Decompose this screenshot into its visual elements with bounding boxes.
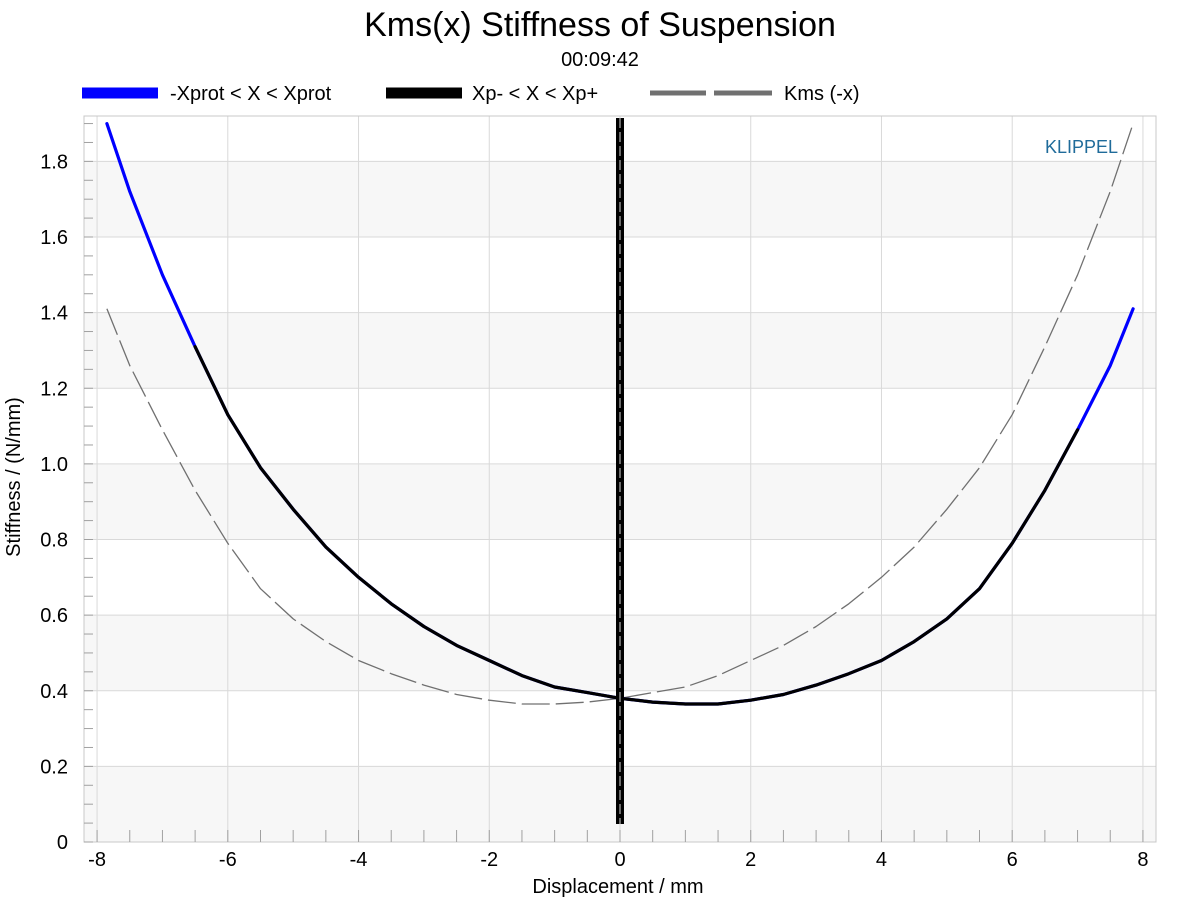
y-tick-label: 0.4 bbox=[40, 681, 68, 703]
legend-item-0: -Xprot < X < Xprot bbox=[82, 83, 332, 105]
series-line-2 bbox=[106, 123, 1134, 705]
minor-ticks bbox=[84, 123, 1144, 843]
legend-label: -Xprot < X < Xprot bbox=[170, 83, 332, 105]
y-axis-label: Stiffness / (N/mm) bbox=[3, 397, 25, 557]
y-tick-label: 0.8 bbox=[40, 530, 68, 552]
x-tick-label: -8 bbox=[88, 849, 106, 871]
y-tick-label: 1.6 bbox=[40, 227, 68, 249]
legend-label: Kms (-x) bbox=[784, 83, 860, 105]
series-line-1 bbox=[193, 345, 1080, 706]
x-tick-label: -6 bbox=[219, 849, 237, 871]
x-tick-label: 8 bbox=[1137, 849, 1148, 871]
x-tick-label: 2 bbox=[745, 849, 756, 871]
x-axis-label: Displacement / mm bbox=[532, 876, 703, 898]
legend-label: Xp- < X < Xp+ bbox=[472, 83, 598, 105]
x-tick-label: 0 bbox=[614, 849, 625, 871]
x-tick-label: -2 bbox=[480, 849, 498, 871]
y-tick-labels: 0 0.2 0.4 0.6 0.8 1.0 1.2 1.4 1.6 1.8 bbox=[40, 151, 68, 854]
y-tick-label: 1.8 bbox=[40, 151, 68, 173]
legend-item-2: Kms (-x) bbox=[650, 83, 860, 105]
y-tick-label: 1.4 bbox=[40, 303, 68, 325]
chart-title: Kms(x) Stiffness of Suspension bbox=[364, 6, 836, 44]
legend-item-1: Xp- < X < Xp+ bbox=[386, 83, 598, 105]
y-tick-label: 0 bbox=[57, 832, 68, 854]
x-tick-labels: -8 -6 -4 -2 0 2 4 6 8 bbox=[88, 849, 1148, 871]
legend: -Xprot < X < Xprot Xp- < X < Xp+ Kms (-x) bbox=[82, 83, 860, 105]
brand-label: KLIPPEL bbox=[1045, 137, 1118, 157]
chart-subtitle: 00:09:42 bbox=[561, 49, 639, 71]
y-tick-label: 0.2 bbox=[40, 756, 68, 778]
x-tick-label: -4 bbox=[350, 849, 368, 871]
x-tick-label: 6 bbox=[1007, 849, 1018, 871]
y-tick-label: 1.2 bbox=[40, 378, 68, 400]
x-tick-label: 4 bbox=[876, 849, 887, 871]
y-tick-label: 1.0 bbox=[40, 454, 68, 476]
y-tick-label: 0.6 bbox=[40, 605, 68, 627]
